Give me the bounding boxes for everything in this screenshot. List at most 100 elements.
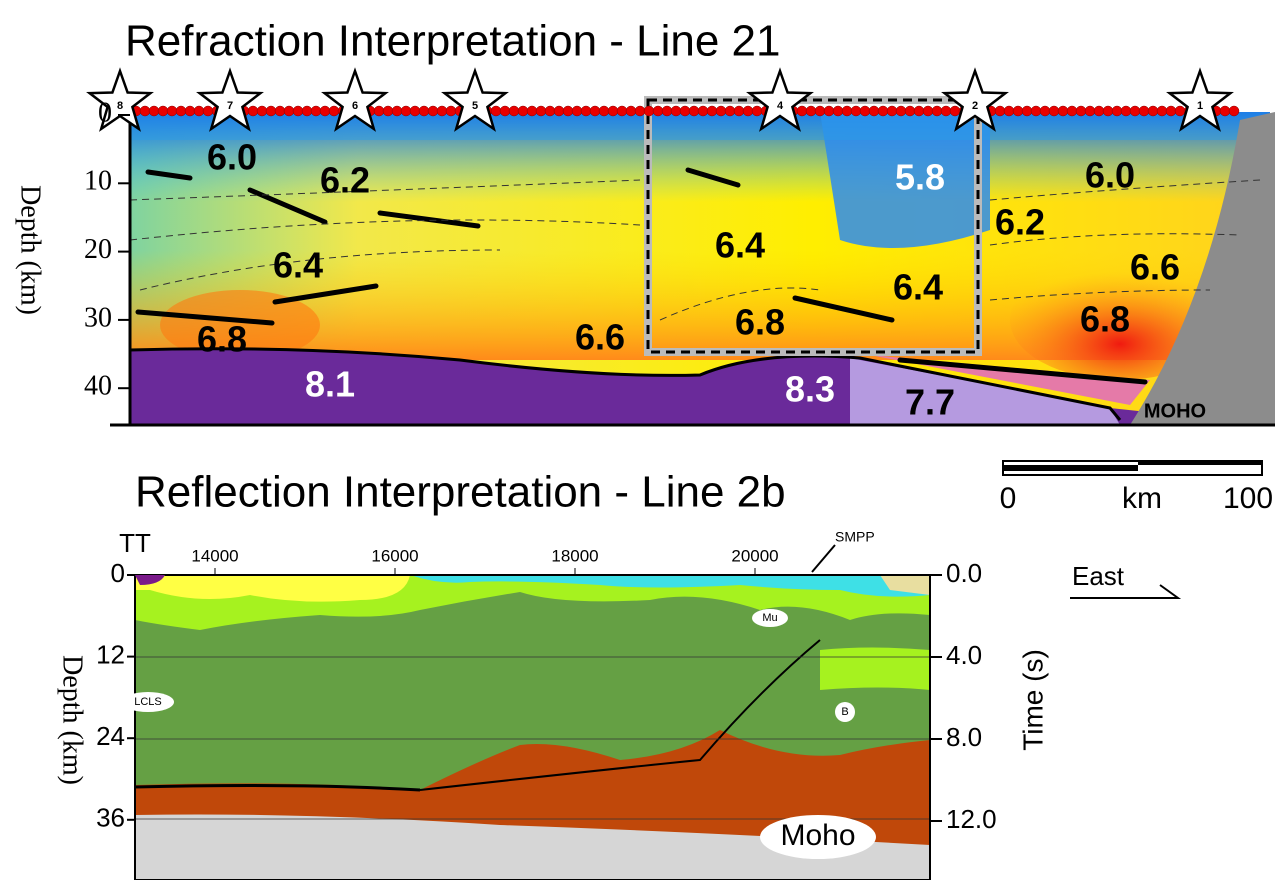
velocity-label: 6.4 (893, 267, 943, 308)
receiver (446, 106, 456, 116)
receiver (635, 106, 645, 116)
receiver (1031, 106, 1041, 116)
receiver (1103, 106, 1113, 116)
reflection-label: Moho (780, 819, 855, 852)
receiver (491, 106, 501, 116)
scale-bar (1003, 461, 1262, 475)
direction-label: East (1072, 561, 1125, 591)
shot-number: 8 (117, 100, 123, 112)
velocity-label: 5.8 (895, 157, 945, 198)
receiver (689, 106, 699, 116)
receiver (275, 106, 285, 116)
receiver (851, 106, 861, 116)
receiver (1175, 106, 1185, 116)
receiver (653, 106, 663, 116)
y-tick-label: 10 (84, 166, 112, 197)
velocity-label: 8.1 (305, 364, 355, 405)
x-tick-label: 20000 (731, 546, 778, 565)
receiver (599, 106, 609, 116)
receiver (995, 106, 1005, 116)
receiver (1067, 106, 1077, 116)
velocity-label: 8.3 (785, 369, 835, 410)
receiver (1076, 106, 1086, 116)
receiver (401, 106, 411, 116)
velocity-label: 6.8 (735, 302, 785, 343)
time-tick-label: 0.0 (946, 558, 982, 588)
receiver (815, 106, 825, 116)
receiver (392, 106, 402, 116)
receiver (1229, 106, 1239, 116)
velocity-label: 6.6 (575, 317, 625, 358)
reflection-title: Reflection Interpretation - Line 2b (135, 468, 786, 517)
receiver (149, 106, 159, 116)
shot-number: 7 (227, 100, 233, 112)
receiver (1166, 106, 1176, 116)
receiver (185, 106, 195, 116)
receiver (860, 106, 870, 116)
receiver (203, 106, 213, 116)
receiver (590, 106, 600, 116)
velocity-label: 6.4 (715, 225, 765, 266)
receiver (1121, 106, 1131, 116)
receiver (554, 106, 564, 116)
receiver (707, 106, 717, 116)
receiver (734, 106, 744, 116)
receiver (806, 106, 816, 116)
receiver (527, 106, 537, 116)
y-tick-label: 0 (98, 97, 112, 128)
receiver (1004, 106, 1014, 116)
reflection-label: SMPP (835, 529, 875, 545)
receiver (140, 106, 150, 116)
receiver (410, 106, 420, 116)
receiver (167, 106, 177, 116)
reflection-label: B (841, 706, 848, 718)
reflection-y-label: Depth (km) (57, 655, 88, 785)
velocity-label: 6.6 (1130, 247, 1180, 288)
receiver (383, 106, 393, 116)
scale-unit: km (1122, 482, 1162, 515)
receiver (824, 106, 834, 116)
velocity-label: 6.0 (207, 137, 257, 178)
figure: Refraction Interpretation - Line 21 (0, 0, 1287, 880)
reflection-label: Mu (762, 612, 777, 624)
receiver (500, 106, 510, 116)
x-tick-label: 18000 (551, 546, 598, 565)
receiver (284, 106, 294, 116)
receiver (545, 106, 555, 116)
x-tick-label: 16000 (371, 546, 418, 565)
receiver (950, 106, 960, 116)
receiver (1139, 106, 1149, 116)
depth-tick-label: 0 (111, 558, 125, 588)
receiver (518, 106, 528, 116)
receiver (248, 106, 258, 116)
receiver (608, 106, 618, 116)
receiver (671, 106, 681, 116)
receiver (563, 106, 573, 116)
scale-end: 100 (1223, 482, 1273, 515)
receiver (644, 106, 654, 116)
shot-number: 6 (352, 100, 358, 112)
receiver (932, 106, 942, 116)
receiver (914, 106, 924, 116)
receiver (869, 106, 879, 116)
receiver (428, 106, 438, 116)
y-tick-label: 40 (84, 371, 112, 402)
time-tick-label: 8.0 (946, 722, 982, 752)
receiver (923, 106, 933, 116)
receiver (797, 106, 807, 116)
receiver (833, 106, 843, 116)
receiver (1049, 106, 1059, 116)
x-tick-label: 14000 (191, 546, 238, 565)
shot-number: 5 (472, 100, 478, 112)
receiver (572, 106, 582, 116)
receiver (311, 106, 321, 116)
time-tick-label: 4.0 (946, 640, 982, 670)
depth-tick-label: 24 (96, 721, 125, 751)
receiver (680, 106, 690, 116)
receiver (662, 106, 672, 116)
velocity-label: 7.7 (905, 382, 955, 423)
receiver (725, 106, 735, 116)
receiver (716, 106, 726, 116)
y-tick-label: 30 (84, 302, 112, 333)
receiver (752, 106, 762, 116)
